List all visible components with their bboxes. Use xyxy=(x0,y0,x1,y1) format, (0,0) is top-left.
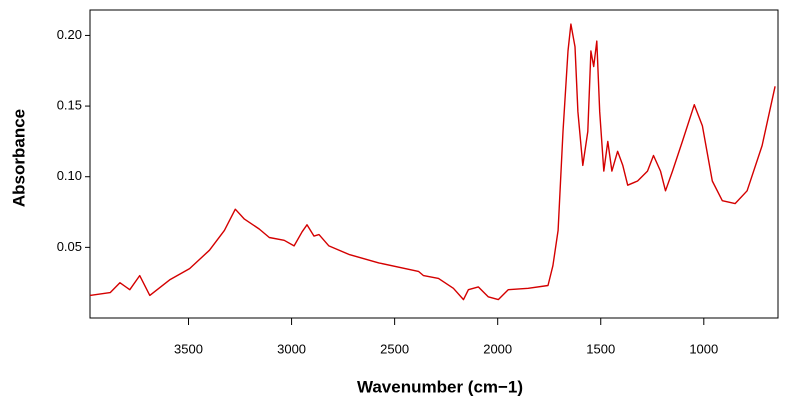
plot-frame xyxy=(89,9,779,319)
x-tick-label: 2000 xyxy=(483,341,512,356)
y-axis-title: Absorbance xyxy=(9,109,28,207)
x-tick-label: 2500 xyxy=(380,341,409,356)
y-tick-label: 0.10 xyxy=(57,168,82,183)
x-axis-title: Wavenumber (cm−1) xyxy=(357,377,523,396)
x-tick-label: 1000 xyxy=(689,341,718,356)
x-tick-label: 3000 xyxy=(277,341,306,356)
y-tick-label: 0.15 xyxy=(57,98,82,113)
x-tick-label: 1500 xyxy=(586,341,615,356)
x-tick-label: 3500 xyxy=(174,341,203,356)
y-tick-label: 0.05 xyxy=(57,239,82,254)
spectrum-line xyxy=(89,23,776,301)
y-tick-label: 0.20 xyxy=(57,27,82,42)
